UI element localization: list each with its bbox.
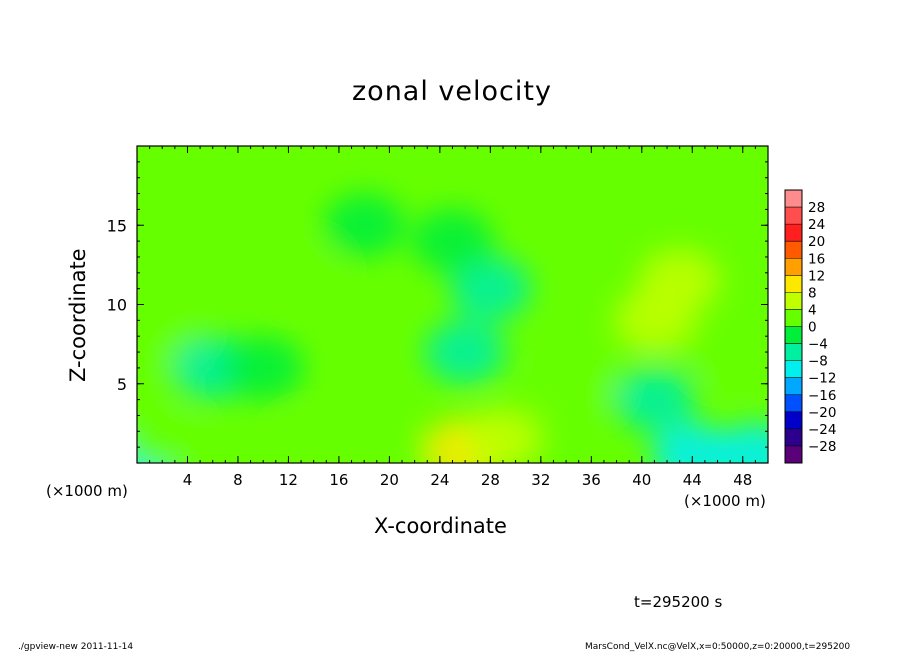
colorbar-label: 16 (808, 251, 825, 267)
colorbar-swatch (785, 394, 802, 413)
heatmap-feature (689, 320, 768, 384)
colorbar-swatch (785, 360, 802, 379)
colorbar-label: −8 (808, 354, 828, 370)
colorbar-label: −28 (808, 439, 837, 455)
colorbar-label: 28 (808, 200, 825, 216)
x-tick-label: 24 (430, 471, 449, 489)
heatmap-feature (639, 249, 721, 313)
colorbar-swatch (785, 326, 802, 345)
colorbar-swatch (785, 224, 802, 242)
x-tick-label: 28 (481, 471, 500, 489)
colorbar-swatch (785, 445, 802, 464)
colorbar-swatch (785, 343, 802, 362)
heatmap-field (137, 146, 768, 463)
heatmap-feature (222, 336, 304, 400)
colorbar-swatch (785, 258, 802, 276)
colorbar-label: −16 (808, 388, 837, 404)
x-tick-label: 12 (279, 471, 298, 489)
x-tick-label: 8 (233, 471, 243, 489)
colorbar-label: 24 (808, 217, 825, 233)
footer-program-date: ./gpview-new 2011-11-14 (18, 642, 134, 652)
colorbar-swatch (785, 275, 802, 293)
colorbar-label: 8 (808, 285, 817, 301)
x-tick-label: 36 (582, 471, 601, 489)
colorbar-swatch (785, 411, 802, 430)
colorbar-label: 12 (808, 268, 825, 284)
x-tick-label: 44 (683, 471, 702, 489)
heatmap-feature (260, 241, 342, 305)
y-axis-label: Z-coordinate (66, 248, 90, 382)
colorbar-swatch (785, 190, 802, 208)
y-tick-label: 5 (117, 375, 127, 394)
colorbar-label: −12 (808, 371, 837, 387)
y-tick-label: 15 (107, 216, 127, 235)
x-unit-label-right: (×1000 m) (684, 492, 766, 510)
colorbar-swatch (785, 377, 802, 396)
colorbar-swatch (785, 428, 802, 447)
colorbar-label: 0 (808, 320, 817, 336)
chart-title: zonal velocity (352, 76, 552, 107)
colorbar-swatch (785, 309, 802, 327)
heatmap-feature (424, 320, 506, 384)
colorbar-swatch (785, 207, 802, 225)
x-tick-label: 16 (329, 471, 348, 489)
colorbar-label: 20 (808, 234, 825, 250)
colorbar-swatch (785, 292, 802, 310)
heatmap-feature (715, 423, 768, 463)
x-tick-label: 4 (183, 471, 193, 489)
time-annotation: t=295200 s (634, 593, 723, 611)
heatmap-feature (462, 407, 544, 463)
colorbar-label: −4 (808, 337, 828, 353)
x-tick-label: 48 (733, 471, 752, 489)
colorbar-label: −24 (808, 422, 837, 438)
x-unit-label-left: (×1000 m) (46, 482, 128, 500)
x-tick-label: 20 (380, 471, 399, 489)
x-axis-label: X-coordinate (374, 514, 507, 538)
x-tick-label: 40 (632, 471, 651, 489)
heatmap-feature (651, 423, 733, 463)
colorbar-label: −20 (808, 405, 837, 421)
heatmap-feature (412, 209, 493, 273)
heatmap-feature (137, 407, 203, 463)
heatmap-feature (273, 415, 355, 463)
colorbar-swatch (785, 241, 802, 259)
colorbar-label: 4 (808, 302, 817, 318)
heatmap-feature (323, 193, 405, 257)
heatmap-feature (449, 256, 531, 321)
footer-dataset-spec: MarsCond_VelX.nc@VelX,x=0:50000,z=0:2000… (585, 642, 851, 652)
heatmap-plot-area (137, 146, 768, 463)
y-tick-label: 10 (107, 296, 127, 315)
x-tick-label: 32 (531, 471, 550, 489)
heatmap-features (137, 193, 768, 463)
heatmap-feature (614, 367, 695, 432)
heatmap-feature (538, 352, 620, 416)
heatmap-feature (349, 423, 430, 463)
